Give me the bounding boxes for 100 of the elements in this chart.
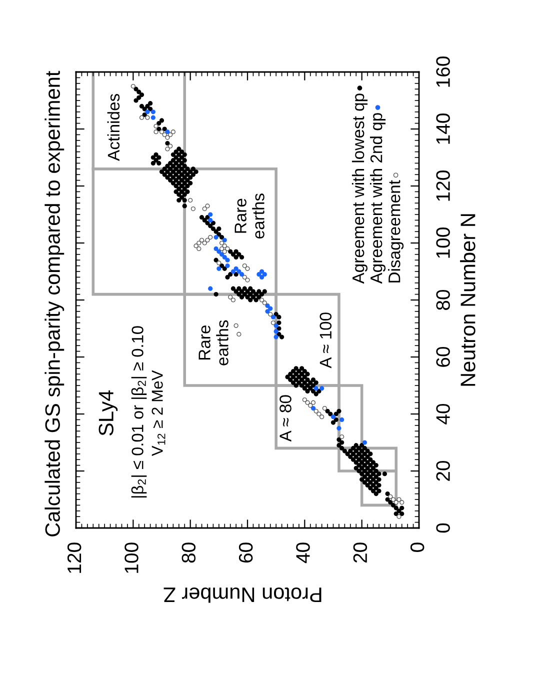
point (196, 240, 202, 246)
point (190, 206, 196, 212)
y-tick-label: 0 (436, 523, 450, 533)
point (170, 130, 176, 134)
point (154, 124, 158, 128)
annotation: Actinides (107, 94, 120, 161)
point (208, 234, 213, 240)
point (274, 334, 278, 340)
point (145, 110, 150, 114)
point (154, 130, 158, 134)
point (314, 386, 318, 391)
y-tick-label: 60 (436, 346, 450, 367)
x-tick-label: 60 (238, 542, 253, 563)
point (162, 132, 167, 138)
point (336, 426, 342, 431)
point (199, 238, 204, 242)
x-axis-title: Proton Number Z (164, 587, 322, 603)
annotation: SLy4 (98, 390, 118, 436)
x-tick-label: 20 (353, 542, 368, 563)
annotation: V$_{12}$ ≥ 2 MeV (152, 370, 166, 456)
annotation: A ≈ 100 (320, 312, 332, 368)
point (316, 412, 322, 416)
point (242, 263, 247, 268)
point (396, 514, 402, 519)
point (239, 272, 244, 277)
y-tick-label: 120 (436, 170, 450, 201)
point (139, 115, 144, 120)
point (225, 263, 230, 268)
point (188, 198, 193, 203)
point (265, 309, 270, 314)
point (208, 212, 213, 217)
point (256, 272, 262, 277)
y-tick-label: 20 (436, 460, 450, 481)
point (165, 146, 170, 152)
point (222, 249, 227, 254)
point (305, 400, 310, 405)
point (145, 115, 150, 120)
point (165, 135, 170, 140)
point (205, 204, 210, 208)
point (242, 274, 247, 280)
text: Calculated GS spin-parity compared to experiment (44, 70, 64, 536)
annotation: Rare earths (234, 194, 264, 239)
y-tick-label: 80 (436, 290, 450, 310)
point (216, 260, 222, 266)
point (314, 408, 318, 414)
point (400, 500, 404, 505)
point (268, 312, 273, 317)
point (234, 323, 238, 328)
point (396, 497, 402, 502)
point (320, 386, 324, 391)
point (228, 294, 233, 300)
point (394, 500, 398, 505)
point (202, 206, 207, 212)
point (259, 274, 264, 280)
point (214, 246, 218, 252)
point (322, 406, 327, 411)
point (225, 258, 230, 262)
y-tick-label: 100 (436, 228, 450, 258)
point (236, 332, 242, 337)
point (274, 323, 278, 328)
point (274, 329, 278, 334)
legend-label: Agreement with 2nd qp (370, 113, 386, 284)
point (234, 266, 238, 271)
y-tick-label: 160 (436, 56, 450, 87)
point (225, 246, 230, 252)
point (340, 434, 344, 440)
y-tick-label: 140 (436, 114, 450, 144)
point (245, 266, 250, 271)
point (340, 417, 344, 422)
point (259, 298, 264, 302)
point (208, 286, 213, 291)
point (388, 494, 393, 499)
x-tick-label: 40 (296, 542, 310, 564)
point (308, 403, 313, 408)
point (268, 306, 273, 311)
point (310, 406, 316, 411)
x-tick-label: 120 (67, 542, 82, 573)
point (205, 238, 210, 242)
point (262, 300, 267, 306)
point (362, 440, 368, 445)
point (159, 130, 164, 134)
point (230, 269, 236, 274)
point (230, 298, 236, 302)
point (222, 244, 227, 248)
point (222, 238, 227, 242)
point (236, 269, 242, 274)
point (168, 132, 173, 138)
point (262, 272, 267, 277)
point (196, 246, 202, 252)
point (208, 218, 213, 223)
x-tick-label: 0 (410, 542, 424, 552)
x-tick-label: 80 (182, 542, 196, 563)
point (216, 266, 222, 271)
point (150, 110, 156, 114)
point (270, 320, 276, 326)
point (302, 397, 307, 402)
point (130, 84, 136, 89)
annotation: Rare earths (198, 320, 228, 366)
point (270, 314, 276, 320)
point (202, 240, 207, 246)
